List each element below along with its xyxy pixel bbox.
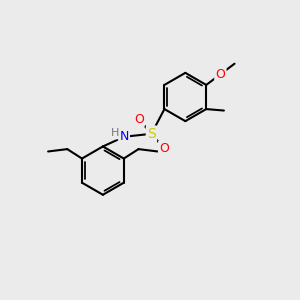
Text: H: H [110, 128, 119, 138]
Text: O: O [134, 112, 144, 126]
Text: O: O [159, 142, 169, 155]
Text: O: O [215, 68, 225, 81]
Text: N: N [119, 130, 129, 143]
Text: S: S [147, 127, 156, 141]
